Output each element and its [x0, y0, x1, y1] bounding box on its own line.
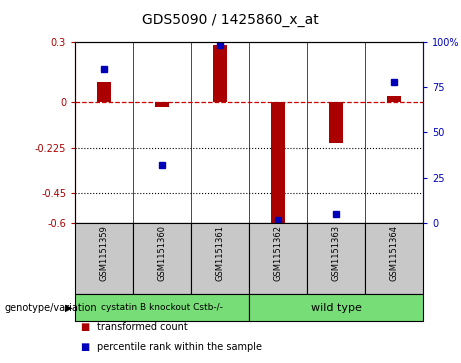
Bar	[365, 223, 423, 294]
Bar	[329, 102, 343, 143]
Text: ■: ■	[80, 342, 89, 352]
Bar	[307, 223, 365, 294]
Bar	[271, 102, 285, 223]
Text: wild type: wild type	[311, 303, 361, 313]
Bar	[75, 223, 133, 294]
Text: GSM1151359: GSM1151359	[100, 225, 109, 281]
Bar	[155, 102, 169, 107]
Text: GSM1151362: GSM1151362	[274, 225, 283, 281]
Text: GSM1151360: GSM1151360	[158, 225, 167, 281]
Bar	[249, 223, 307, 294]
Bar	[249, 294, 423, 321]
Text: transformed count: transformed count	[97, 322, 188, 332]
Text: percentile rank within the sample: percentile rank within the sample	[97, 342, 262, 352]
Text: ■: ■	[80, 322, 89, 332]
Text: genotype/variation: genotype/variation	[5, 303, 97, 313]
Bar	[97, 82, 112, 102]
Text: cystatin B knockout Cstb-/-: cystatin B knockout Cstb-/-	[101, 303, 223, 312]
Bar	[191, 223, 249, 294]
Text: GDS5090 / 1425860_x_at: GDS5090 / 1425860_x_at	[142, 13, 319, 27]
Text: GSM1151361: GSM1151361	[216, 225, 225, 281]
Text: GSM1151364: GSM1151364	[390, 225, 399, 281]
Bar	[387, 96, 402, 102]
Bar	[75, 294, 249, 321]
Bar	[133, 223, 191, 294]
Bar	[213, 45, 227, 102]
Text: ▶: ▶	[65, 303, 73, 313]
Text: GSM1151363: GSM1151363	[331, 225, 341, 281]
